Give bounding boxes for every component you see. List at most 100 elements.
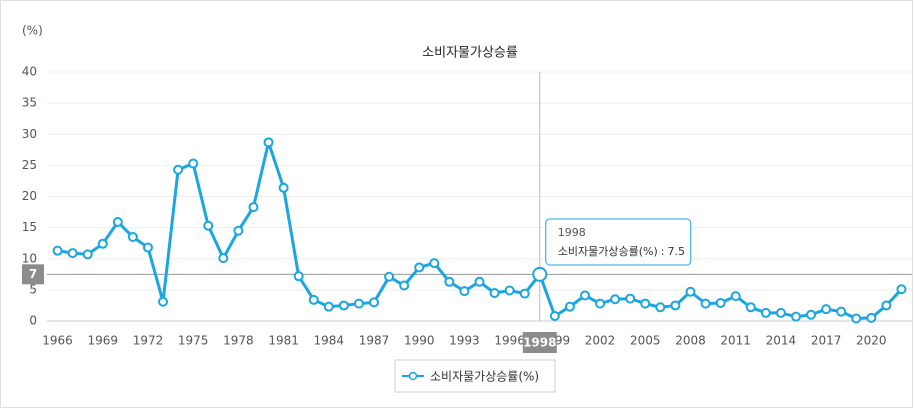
data-point xyxy=(579,290,590,301)
x-tick-label: 1975 xyxy=(178,334,209,348)
data-point xyxy=(790,311,801,322)
data-point xyxy=(67,248,78,259)
x-tick-label: 2020 xyxy=(856,334,887,348)
data-point xyxy=(625,293,636,304)
x-tick-label: 1993 xyxy=(449,334,480,348)
data-point xyxy=(655,302,666,313)
y-tick-label: 35 xyxy=(22,96,37,110)
crosshair-y-label: 7 xyxy=(29,267,37,281)
data-point xyxy=(896,284,907,295)
data-point xyxy=(549,311,560,322)
x-tick-label: 2005 xyxy=(630,334,661,348)
data-point xyxy=(158,296,169,307)
tooltip-part: 소비자물가상승률(%) xyxy=(558,245,658,258)
tooltip-box xyxy=(545,218,692,266)
data-point xyxy=(308,294,319,305)
data-point xyxy=(610,294,621,305)
data-point xyxy=(715,297,726,308)
data-point xyxy=(489,287,500,298)
data-point xyxy=(97,238,108,249)
data-point xyxy=(730,291,741,302)
data-point xyxy=(806,309,817,320)
x-tick-label: 1981 xyxy=(268,334,299,348)
x-tick-label: 1966 xyxy=(42,334,73,348)
data-point xyxy=(112,217,123,228)
data-point xyxy=(700,298,711,309)
y-tick-label: 40 xyxy=(22,65,37,79)
x-tick-label: 1978 xyxy=(223,334,254,348)
data-point xyxy=(218,253,229,264)
data-point xyxy=(353,298,364,309)
data-point xyxy=(881,300,892,311)
x-tick-label: 2008 xyxy=(675,334,706,348)
crosshair-y-box xyxy=(22,264,44,285)
data-point xyxy=(263,137,274,148)
data-point xyxy=(821,304,832,315)
data-point xyxy=(142,242,153,253)
x-tick-label: 1972 xyxy=(133,334,164,348)
data-point xyxy=(233,225,244,236)
data-point xyxy=(444,276,455,287)
data-point xyxy=(369,297,380,308)
x-tick-label: 1990 xyxy=(404,334,435,348)
data-point xyxy=(640,298,651,309)
tooltip-row: 소비자물가상승률(%):7.5 xyxy=(558,245,685,258)
tooltip-title: 1998 xyxy=(558,226,586,239)
data-point xyxy=(595,298,606,309)
x-tick-label: 2014 xyxy=(766,334,797,348)
x-tick-label: 1987 xyxy=(359,334,390,348)
data-point xyxy=(82,249,93,260)
data-point xyxy=(519,288,530,299)
data-point xyxy=(685,286,696,297)
tooltip-part: : xyxy=(661,245,665,258)
data-point xyxy=(564,301,575,312)
crosshair-x-box xyxy=(522,332,557,353)
data-point xyxy=(775,307,786,318)
data-point xyxy=(670,300,681,311)
data-point xyxy=(836,306,847,317)
x-tick-label: 2011 xyxy=(720,334,751,348)
y-tick-label: 25 xyxy=(22,158,37,172)
y-tick-label: 20 xyxy=(22,189,37,203)
data-point xyxy=(293,271,304,282)
legend-label: 소비자물가상승률(%) xyxy=(430,370,539,384)
y-tick-label: 0 xyxy=(29,314,37,328)
data-point xyxy=(504,285,515,296)
data-point xyxy=(866,312,877,323)
data-point xyxy=(127,231,138,242)
data-point xyxy=(459,286,470,297)
y-tick-label: 15 xyxy=(22,220,37,234)
x-tick-label: 1984 xyxy=(314,334,345,348)
x-tick-label: 2017 xyxy=(811,334,842,348)
data-point xyxy=(323,301,334,312)
data-point xyxy=(188,158,199,169)
data-point xyxy=(851,313,862,324)
data-point xyxy=(173,164,184,175)
data-point xyxy=(760,307,771,318)
crosshair-x-label: 1998 xyxy=(523,336,556,350)
chart-title: 소비자물가상승률 xyxy=(422,46,518,61)
data-point xyxy=(278,182,289,193)
legend-marker xyxy=(408,371,418,381)
data-point xyxy=(338,300,349,311)
data-point xyxy=(399,280,410,291)
data-point xyxy=(532,266,548,282)
data-point xyxy=(248,202,259,213)
data-point xyxy=(414,262,425,273)
data-point xyxy=(52,245,63,256)
x-tick-label: 2002 xyxy=(585,334,616,348)
data-point xyxy=(745,302,756,313)
y-tick-label: 10 xyxy=(22,251,37,265)
y-tick-label: 5 xyxy=(29,282,37,296)
data-point xyxy=(203,220,214,231)
data-point xyxy=(384,271,395,282)
y-unit: (%) xyxy=(22,24,43,38)
data-point xyxy=(429,258,440,269)
y-tick-label: 30 xyxy=(22,127,37,141)
tooltip-part: 7.5 xyxy=(667,245,685,258)
data-point xyxy=(474,276,485,287)
x-tick-label: 1996 xyxy=(494,334,525,348)
x-tick-label: 1969 xyxy=(87,334,118,348)
